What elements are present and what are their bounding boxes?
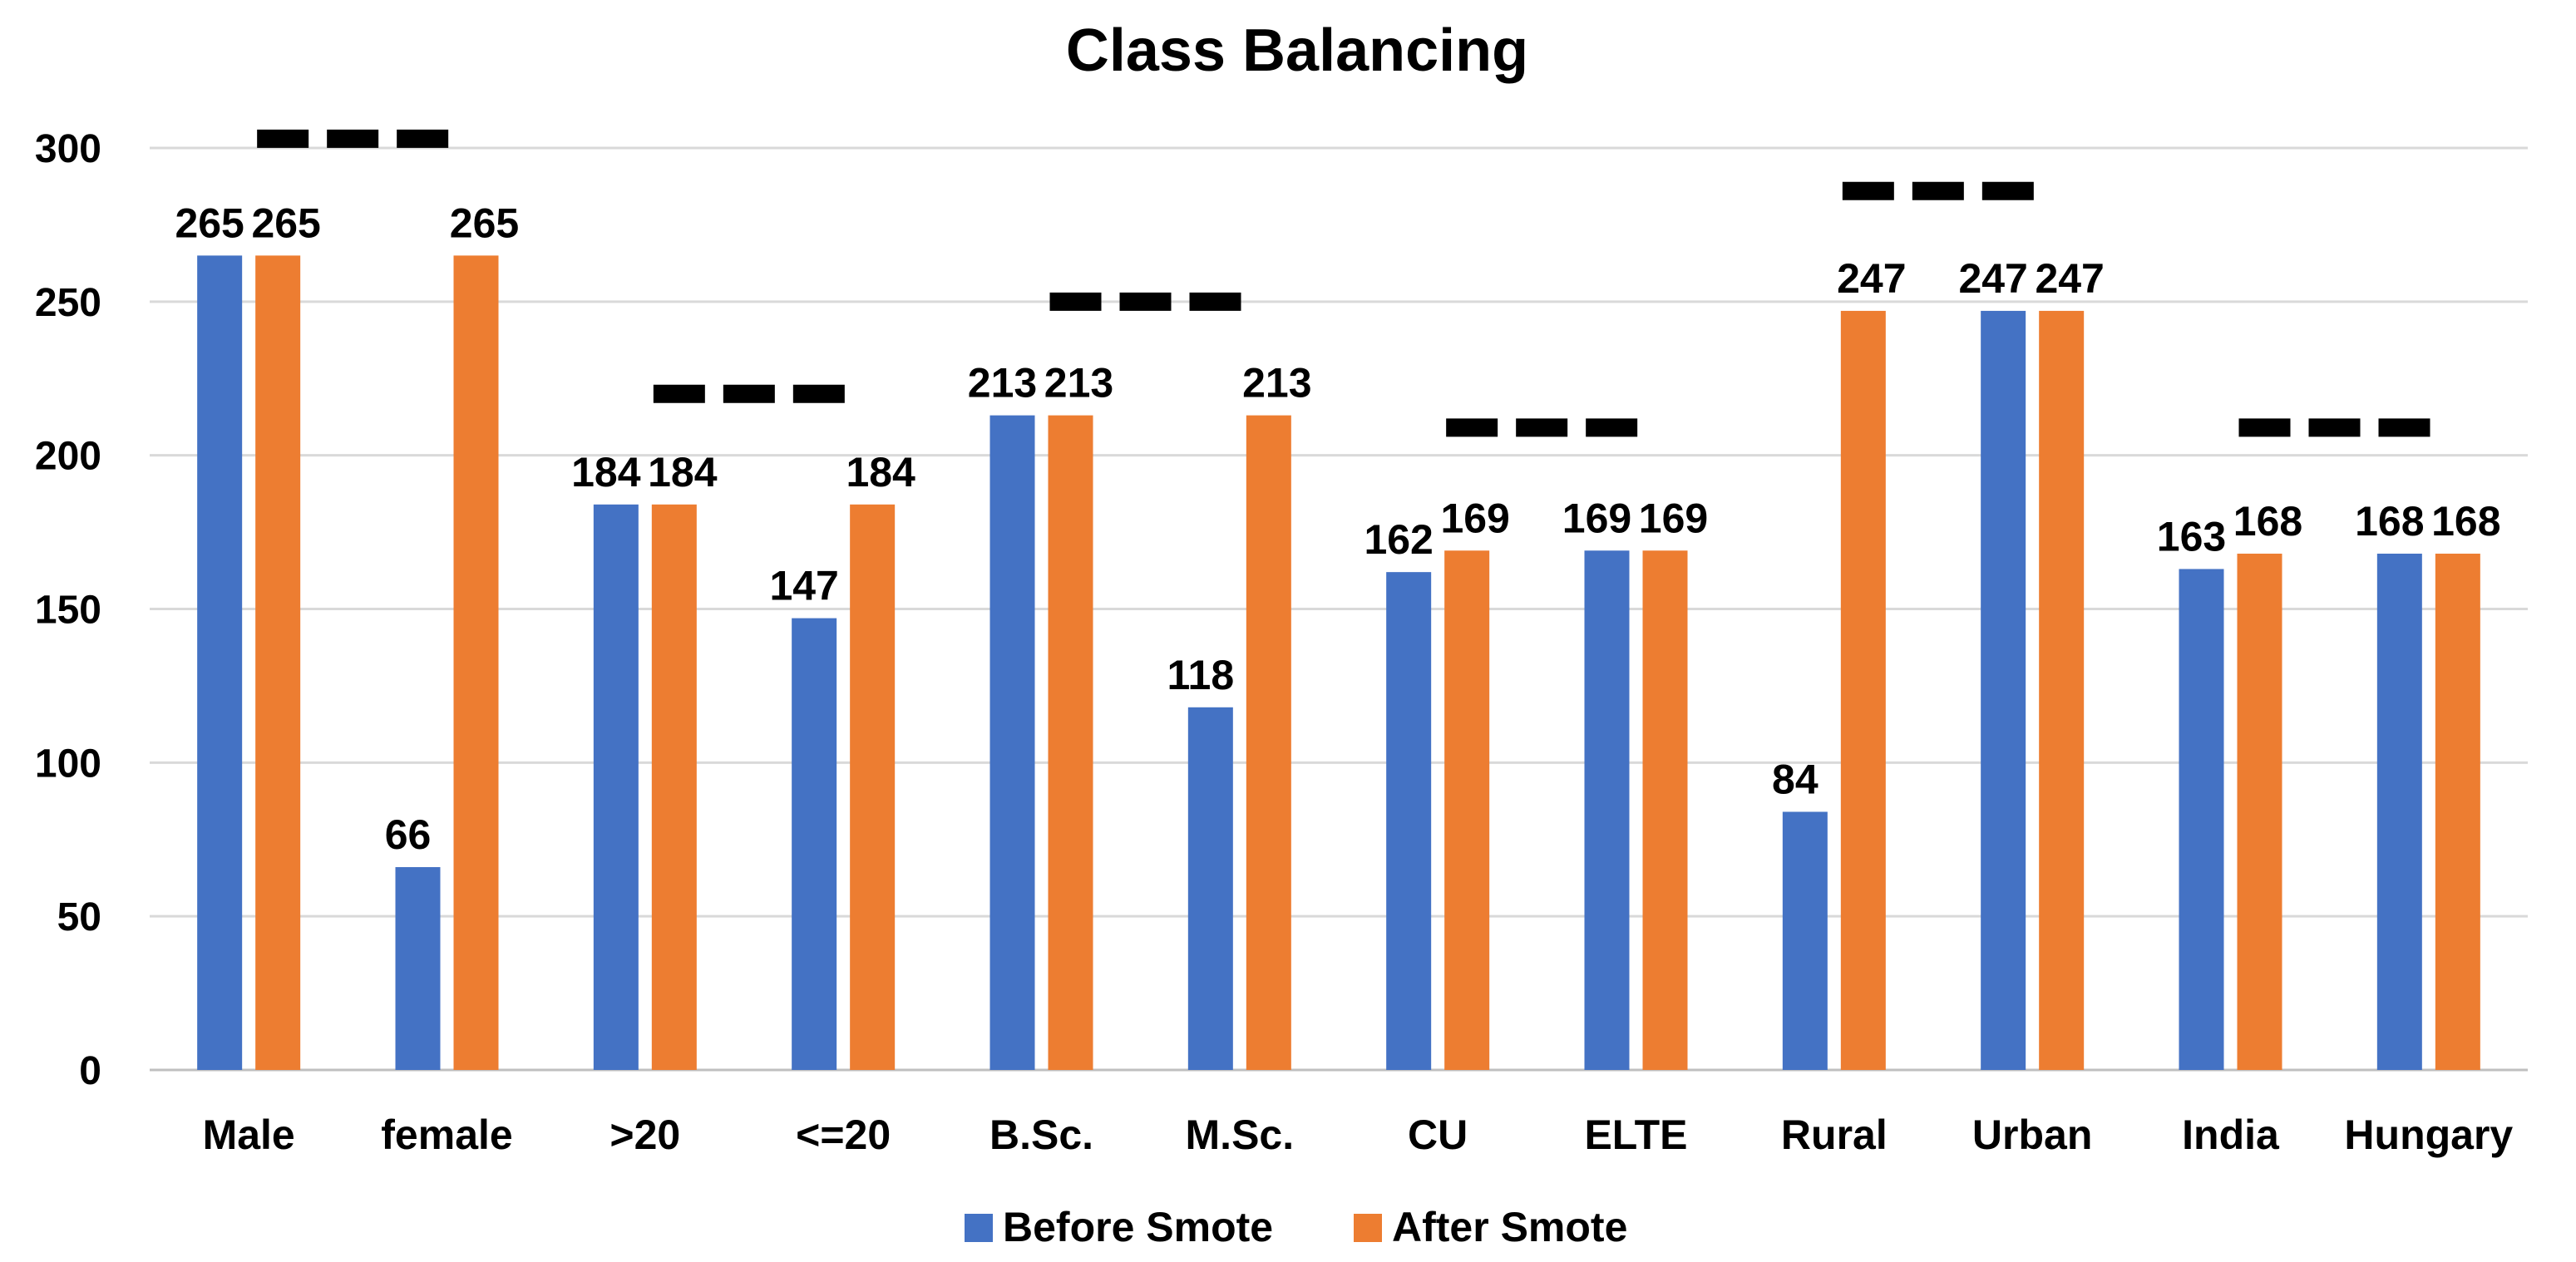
y-tick-label: 300 <box>35 127 101 171</box>
bar-after-smote <box>1840 310 1886 1070</box>
bar-before-smote <box>1981 310 2026 1070</box>
x-category-label: M.Sc. <box>1186 1112 1295 1158</box>
bar-before-smote <box>1187 707 1233 1070</box>
gridlines <box>150 146 2528 1072</box>
data-label: 184 <box>846 449 915 495</box>
legend-swatch-after <box>1354 1214 1382 1242</box>
y-axis-ticks: 0 50 100 150 200 250 300 <box>35 127 101 1093</box>
bar-after-smote <box>1048 415 1093 1070</box>
bar-before-smote <box>593 504 639 1070</box>
data-label: 184 <box>571 449 641 495</box>
legend: Before Smote After Smote <box>965 1204 1627 1250</box>
bar-before-smote <box>2179 569 2224 1070</box>
x-category-label: Urban <box>1972 1112 2092 1158</box>
bar-before-smote <box>2376 553 2422 1070</box>
y-tick-label: 100 <box>35 742 101 786</box>
data-label: 169 <box>1639 495 1708 541</box>
x-axis-categories: Male female >20 <=20 B.Sc. M.Sc. CU ELTE Rural Ur… <box>203 1112 2514 1158</box>
bar-after-smote <box>2435 553 2480 1070</box>
data-label: 213 <box>968 360 1037 407</box>
bar-before-smote <box>1584 550 1630 1070</box>
bar-before-smote <box>1386 572 1432 1070</box>
bar-after-smote <box>1642 550 1688 1070</box>
data-label: 247 <box>1958 255 2027 302</box>
legend-swatch-before <box>965 1214 993 1242</box>
bar-before-smote <box>792 618 837 1070</box>
data-label: 169 <box>1440 495 1509 541</box>
data-label: 168 <box>2355 498 2424 545</box>
bar-before-smote <box>989 415 1035 1070</box>
x-category-label: Rural <box>1781 1112 1888 1158</box>
data-label: 265 <box>175 200 244 246</box>
x-category-label: <=20 <box>796 1112 891 1158</box>
y-tick-label: 150 <box>35 589 101 633</box>
y-tick-label: 200 <box>35 435 101 479</box>
data-label: 168 <box>2233 498 2302 545</box>
x-category-label: >20 <box>609 1112 680 1158</box>
data-label: 169 <box>1562 495 1631 541</box>
x-category-label: Hungary <box>2344 1112 2513 1158</box>
chart-title: Class Balancing <box>1066 17 1528 84</box>
legend-label: After Smote <box>1392 1204 1627 1250</box>
legend-label: Before Smote <box>1003 1204 1273 1250</box>
data-label: 265 <box>450 200 519 246</box>
x-category-label: CU <box>1408 1112 1468 1158</box>
x-category-label: Male <box>203 1112 295 1158</box>
x-category-label: B.Sc. <box>989 1112 1093 1158</box>
bar-before-smote <box>395 867 441 1070</box>
bar-after-smote <box>1246 415 1291 1070</box>
y-tick-label: 0 <box>79 1049 101 1093</box>
data-label: 162 <box>1364 516 1433 563</box>
data-label: 163 <box>2157 513 2226 560</box>
data-label: 147 <box>769 563 838 609</box>
data-label: 213 <box>1242 360 1311 407</box>
data-label: 247 <box>2035 255 2104 302</box>
data-label: 84 <box>1772 756 1818 802</box>
y-tick-label: 50 <box>57 895 101 939</box>
data-label: 118 <box>1167 652 1234 698</box>
bar-after-smote <box>255 255 301 1071</box>
data-label: 265 <box>251 200 320 246</box>
y-tick-label: 250 <box>35 281 101 325</box>
bars <box>197 255 2480 1071</box>
data-label: 247 <box>1837 255 1906 302</box>
x-category-label: ELTE <box>1584 1112 1687 1158</box>
group-markers <box>257 129 2437 437</box>
bar-after-smote <box>2039 310 2085 1070</box>
x-category-label: India <box>2182 1112 2280 1158</box>
bar-before-smote <box>1782 811 1828 1070</box>
data-label: 168 <box>2431 498 2500 545</box>
bar-after-smote <box>2237 553 2282 1070</box>
bar-after-smote <box>1444 550 1490 1070</box>
bar-after-smote <box>453 255 499 1071</box>
data-label: 184 <box>648 449 718 495</box>
bar-after-smote <box>651 504 697 1070</box>
bar-before-smote <box>197 255 243 1071</box>
data-label: 66 <box>385 811 432 858</box>
x-category-label: female <box>381 1112 512 1158</box>
data-label: 213 <box>1044 360 1113 407</box>
bar-after-smote <box>850 504 896 1070</box>
